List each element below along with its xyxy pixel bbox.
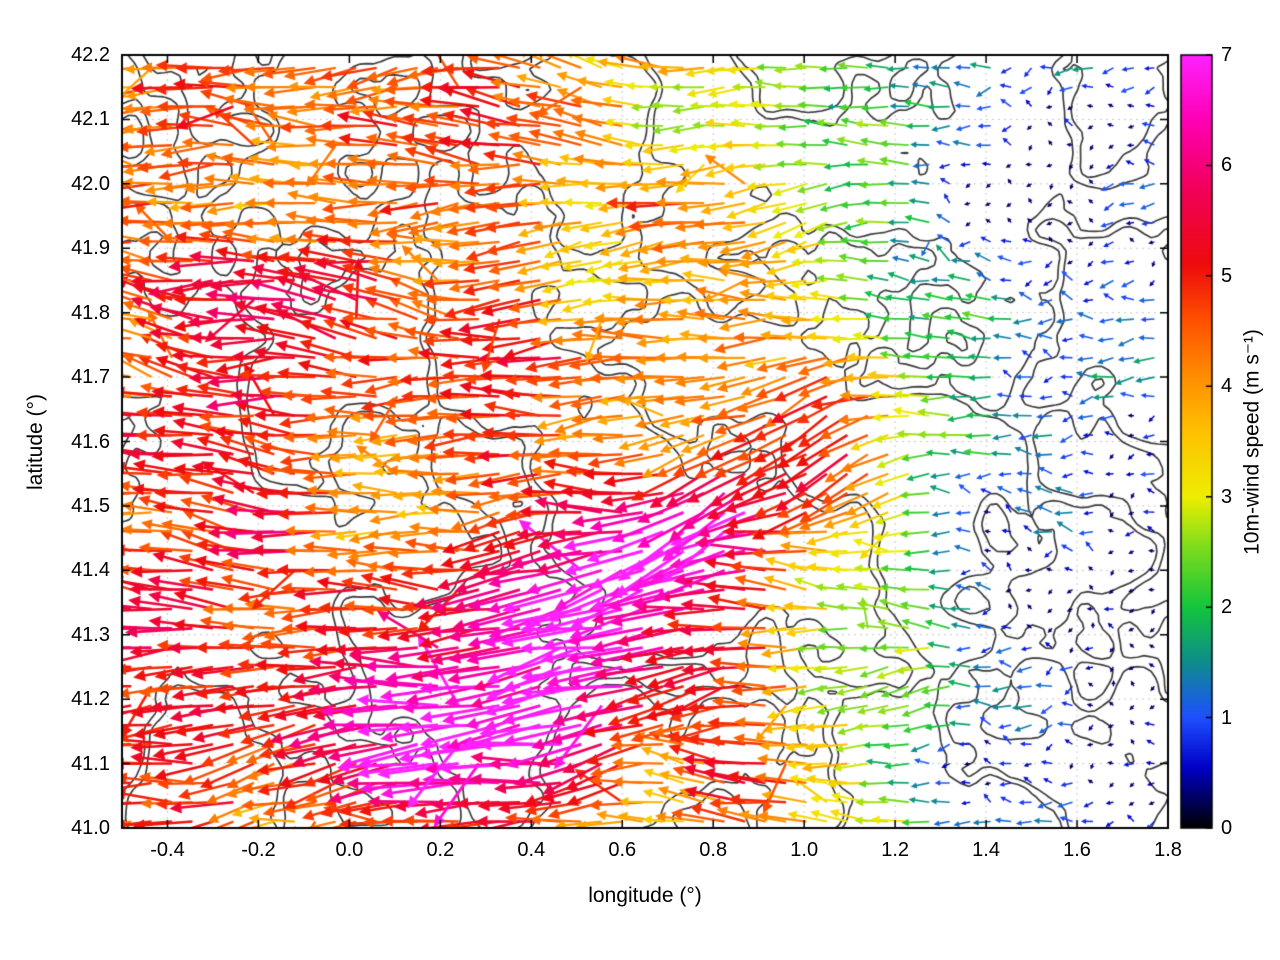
y-axis-label: latitude (°) xyxy=(24,393,47,490)
x-axis-label: longitude (°) xyxy=(588,884,702,907)
colorbar-label: 10m-wind speed (m s⁻¹) xyxy=(1240,328,1264,555)
